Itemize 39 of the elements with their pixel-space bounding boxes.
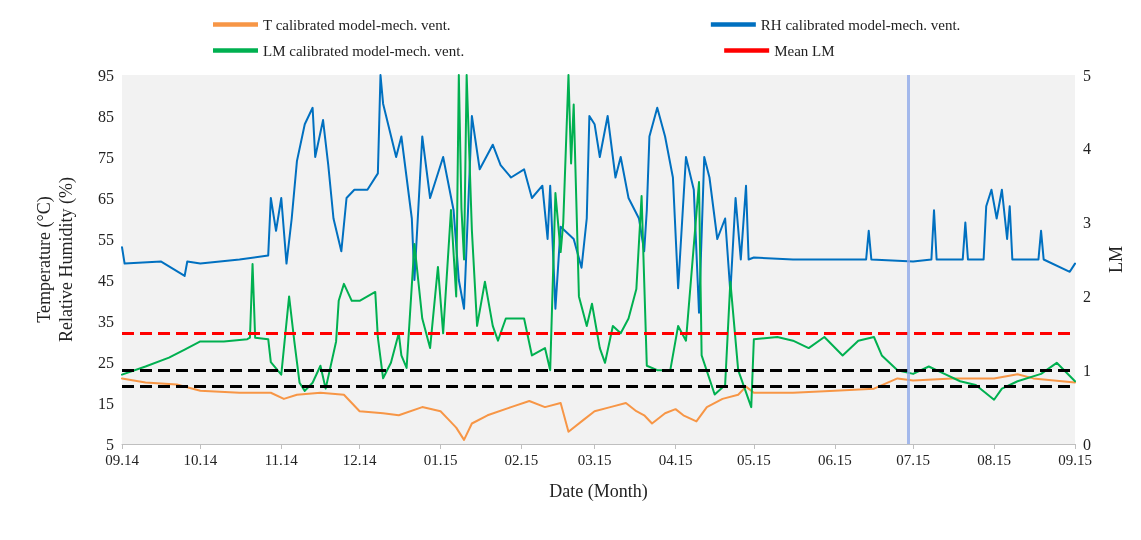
- y2-axis-title: LM: [1106, 246, 1126, 273]
- x-tick-label: 09.15: [1058, 451, 1092, 468]
- y2-tick-label: 5: [1083, 66, 1091, 84]
- x-tick-label: 01.15: [423, 451, 458, 468]
- line-series: [121, 373, 1076, 441]
- x-tick-label: 11.14: [264, 451, 299, 468]
- y-tick-label: 55: [98, 230, 114, 248]
- y-tick-label: 45: [98, 271, 114, 289]
- y-tick-label: 85: [98, 107, 114, 125]
- x-tick-label: 10.14: [183, 451, 218, 468]
- y-tick-label: 75: [98, 148, 114, 166]
- line-series: [121, 74, 1076, 409]
- x-tick-label: 03.15: [577, 451, 612, 468]
- x-tick-label: 08.15: [977, 451, 1011, 468]
- legend-label: RH calibrated model-mech. vent.: [760, 16, 961, 33]
- x-tick-label: 12.14: [342, 451, 377, 468]
- legend-label: LM calibrated model-mech. vent.: [263, 42, 465, 59]
- y2-tick-label: 0: [1083, 435, 1091, 453]
- x-tick-label: 02.15: [504, 451, 539, 468]
- y2-tick-label: 2: [1083, 287, 1091, 305]
- y2-tick-label: 4: [1083, 140, 1091, 158]
- y2-tick-label: 1: [1083, 361, 1091, 379]
- line-series: [121, 74, 1076, 314]
- y-tick-label: 25: [98, 353, 114, 371]
- y-tick-label: 65: [98, 189, 114, 207]
- legend-label: T calibrated model-mech. vent.: [263, 16, 451, 33]
- x-tick-label: 05.15: [736, 451, 771, 468]
- x-axis-title: Date (Month): [549, 481, 648, 502]
- x-tick-label: 09.14: [105, 451, 140, 468]
- legend-label: Mean LM: [774, 42, 835, 59]
- x-tick-label: 07.15: [896, 451, 930, 468]
- y-tick-label: 5: [106, 435, 114, 453]
- x-tick-label: 04.15: [658, 451, 693, 468]
- y2-tick-label: 3: [1083, 214, 1091, 232]
- x-tick-label: 06.15: [817, 451, 852, 468]
- y-axis-title: Temperature (°C) Relative Humidity (%): [34, 177, 77, 342]
- y-tick-label: 15: [98, 394, 114, 412]
- y-tick-label: 35: [98, 312, 114, 330]
- y-tick-label: 95: [98, 66, 114, 84]
